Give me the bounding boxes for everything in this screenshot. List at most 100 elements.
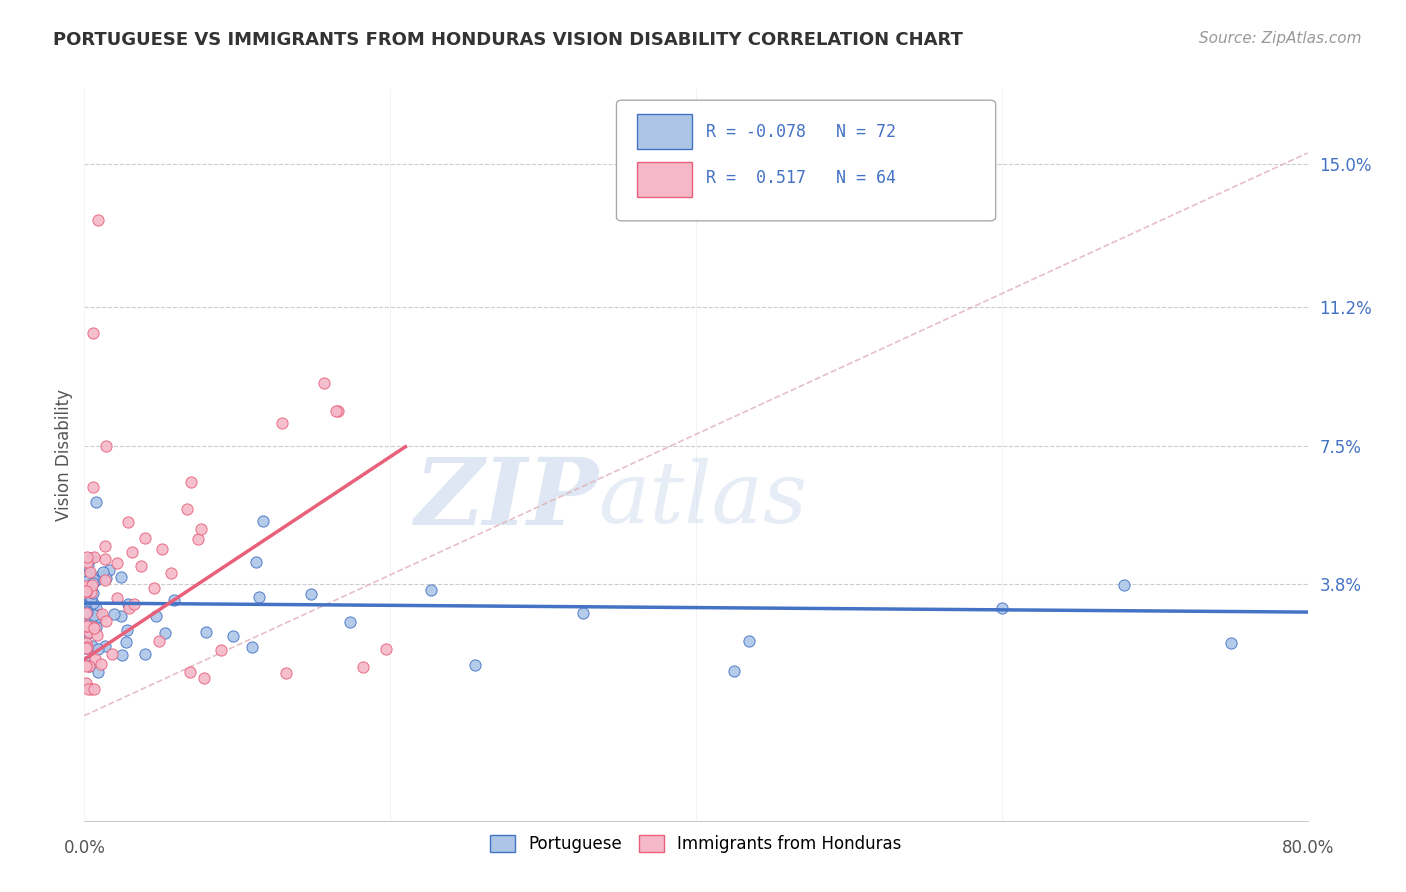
Point bbox=[83, 550, 105, 565]
Point bbox=[79, 566, 101, 580]
Point bbox=[572, 607, 595, 621]
Point bbox=[77, 586, 100, 600]
Point bbox=[76, 640, 98, 655]
Point bbox=[77, 624, 100, 639]
Point bbox=[122, 598, 145, 612]
Point bbox=[84, 601, 107, 615]
Point bbox=[76, 550, 98, 565]
Point bbox=[101, 647, 124, 661]
Point bbox=[153, 626, 176, 640]
Point bbox=[94, 614, 117, 628]
Point bbox=[91, 607, 114, 622]
Text: PORTUGUESE VS IMMIGRANTS FROM HONDURAS VISION DISABILITY CORRELATION CHART: PORTUGUESE VS IMMIGRANTS FROM HONDURAS V… bbox=[53, 31, 963, 49]
Point bbox=[110, 569, 132, 583]
Point bbox=[134, 531, 156, 545]
Point bbox=[76, 587, 98, 601]
Point bbox=[252, 514, 274, 528]
Legend: Portuguese, Immigrants from Honduras: Portuguese, Immigrants from Honduras bbox=[484, 829, 908, 860]
Point bbox=[76, 619, 98, 633]
Point bbox=[117, 516, 139, 530]
Point bbox=[82, 326, 104, 340]
Point bbox=[75, 585, 97, 599]
Point bbox=[94, 573, 117, 587]
FancyBboxPatch shape bbox=[616, 100, 995, 221]
Point bbox=[464, 657, 486, 672]
Point bbox=[75, 579, 97, 593]
Point bbox=[738, 634, 761, 648]
Point bbox=[75, 636, 97, 650]
Point bbox=[274, 666, 297, 681]
Point bbox=[193, 671, 215, 685]
Point bbox=[82, 577, 104, 591]
Point bbox=[723, 664, 745, 678]
Point bbox=[299, 587, 322, 601]
Point bbox=[339, 615, 361, 629]
Point bbox=[80, 682, 103, 697]
Point bbox=[83, 621, 105, 635]
Point bbox=[247, 591, 270, 605]
Point bbox=[75, 584, 97, 599]
Point bbox=[76, 574, 98, 588]
Point bbox=[75, 619, 97, 633]
Point bbox=[75, 606, 97, 620]
FancyBboxPatch shape bbox=[637, 114, 692, 149]
Point bbox=[80, 551, 103, 566]
Point bbox=[121, 545, 143, 559]
Text: R =  0.517   N = 64: R = 0.517 N = 64 bbox=[706, 169, 896, 187]
Text: 80.0%: 80.0% bbox=[1281, 839, 1334, 857]
Point bbox=[222, 629, 245, 643]
Point bbox=[77, 558, 100, 572]
Point bbox=[75, 658, 97, 673]
Point bbox=[96, 571, 118, 585]
Text: ZIP: ZIP bbox=[413, 454, 598, 544]
Point bbox=[105, 556, 128, 570]
Text: R = -0.078   N = 72: R = -0.078 N = 72 bbox=[706, 122, 896, 141]
Point bbox=[76, 599, 98, 613]
Point bbox=[240, 640, 263, 655]
Point bbox=[75, 676, 97, 690]
Point bbox=[117, 597, 139, 611]
Point bbox=[75, 587, 97, 601]
Point bbox=[89, 569, 111, 583]
Point bbox=[105, 591, 128, 606]
Point bbox=[86, 628, 108, 642]
Point bbox=[352, 660, 374, 674]
Point bbox=[80, 639, 103, 653]
Point bbox=[82, 596, 104, 610]
Point bbox=[87, 213, 110, 227]
Point bbox=[118, 601, 141, 615]
Point bbox=[142, 581, 165, 595]
Point bbox=[187, 533, 209, 547]
Point bbox=[114, 635, 136, 649]
Point bbox=[76, 682, 98, 697]
Point bbox=[190, 522, 212, 536]
Point bbox=[84, 574, 107, 588]
Point bbox=[160, 566, 183, 580]
Point bbox=[75, 560, 97, 574]
Point bbox=[77, 658, 100, 673]
Point bbox=[325, 404, 347, 418]
Point bbox=[111, 648, 134, 663]
Point bbox=[75, 656, 97, 670]
Point bbox=[89, 608, 111, 623]
Point bbox=[83, 651, 105, 665]
Point bbox=[87, 641, 110, 656]
Point bbox=[97, 563, 120, 577]
Point bbox=[84, 495, 107, 509]
Point bbox=[75, 615, 97, 629]
Point bbox=[176, 502, 198, 516]
Point bbox=[91, 565, 114, 579]
Point bbox=[82, 586, 104, 600]
Text: atlas: atlas bbox=[598, 458, 807, 541]
Point bbox=[115, 624, 138, 638]
Point bbox=[75, 602, 97, 616]
Point bbox=[79, 598, 101, 612]
Point bbox=[82, 620, 104, 634]
Point bbox=[77, 588, 100, 602]
Point bbox=[76, 569, 98, 583]
Point bbox=[326, 403, 349, 417]
Point bbox=[75, 581, 97, 595]
Point bbox=[991, 600, 1014, 615]
Point bbox=[94, 438, 117, 452]
Point bbox=[94, 539, 117, 553]
